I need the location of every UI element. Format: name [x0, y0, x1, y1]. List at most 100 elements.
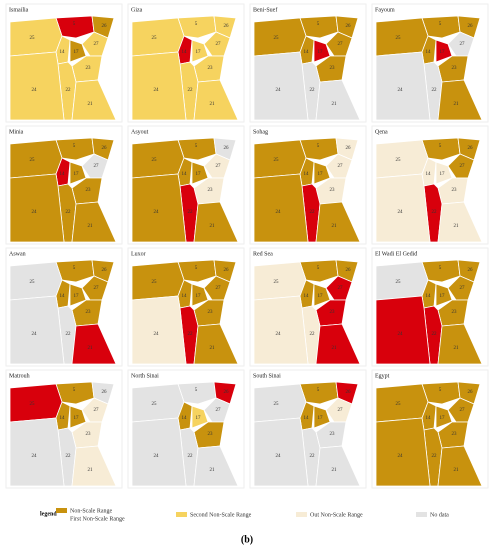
region: [253, 139, 307, 179]
map-panel: 5 26 27 25 14 17 23 22 24 21 Matrouh: [5, 369, 123, 489]
region: [71, 445, 117, 487]
region-label: 14: [60, 50, 66, 55]
panel-title: South Sinai: [253, 373, 281, 379]
region-label: 24: [154, 332, 160, 337]
region-label: 23: [208, 188, 214, 193]
region-label: 22: [432, 332, 438, 337]
region-label: 21: [332, 102, 338, 107]
region-label: 25: [274, 158, 280, 163]
region-label: 27: [94, 408, 100, 413]
region: [375, 51, 431, 121]
region: [253, 51, 309, 121]
region-label: 25: [30, 402, 36, 407]
region-label: 24: [398, 210, 404, 215]
region-label: 25: [396, 36, 402, 41]
region-label: 17: [318, 416, 324, 421]
region-label: 22: [310, 88, 316, 93]
region-label: 23: [452, 66, 458, 71]
region-label: 25: [396, 280, 402, 285]
panel-title: Fayoum: [375, 7, 395, 13]
region: [71, 201, 117, 243]
region-label: 22: [188, 332, 194, 337]
region-label: 17: [196, 50, 202, 55]
region-label: 5: [195, 266, 198, 271]
region-label: 21: [454, 346, 460, 351]
legend-label: No data: [430, 512, 449, 518]
legend-swatch: [416, 512, 427, 517]
region-label: 21: [210, 468, 216, 473]
region-label: 26: [102, 24, 108, 29]
region-label: 14: [426, 294, 432, 299]
region-label: 23: [86, 66, 92, 71]
region: [9, 295, 65, 365]
region-label: 22: [66, 88, 72, 93]
region: [315, 323, 361, 365]
region-label: 26: [346, 268, 352, 273]
region: [131, 51, 187, 121]
region-label: 14: [304, 416, 310, 421]
panel-title: El Wadi El Gedid: [375, 251, 417, 257]
region-label: 17: [74, 50, 80, 55]
map-panel: 5 26 27 25 14 17 23 22 24 21 Luxor: [127, 247, 245, 367]
region-label: 22: [310, 454, 316, 459]
region-label: 21: [454, 224, 460, 229]
map-panel: 5 26 27 25 14 17 23 22 24 21 Fayoum: [371, 3, 489, 123]
region-label: 26: [468, 268, 474, 273]
region-label: 23: [86, 432, 92, 437]
region-label: 5: [73, 22, 76, 27]
region-label: 17: [440, 294, 446, 299]
region-label: 22: [432, 454, 438, 459]
region: [437, 79, 483, 121]
region-label: 24: [276, 210, 282, 215]
map-panel: 5 26 27 25 14 17 23 22 24 21 Beni-Suef: [249, 3, 367, 123]
region-label: 5: [73, 144, 76, 149]
map-panel: 5 26 27 25 14 17 23 22 24 21 South Sinai: [249, 369, 367, 489]
region-label: 21: [332, 346, 338, 351]
region-label: 21: [210, 346, 216, 351]
region-label: 25: [274, 280, 280, 285]
region-label: 5: [439, 388, 442, 393]
region-label: 27: [460, 164, 466, 169]
region: [315, 201, 361, 243]
region-label: 17: [196, 294, 202, 299]
region: [375, 417, 431, 487]
region-label: 24: [154, 454, 160, 459]
region-label: 27: [216, 164, 222, 169]
region-label: 17: [440, 416, 446, 421]
panel-title: Qena: [375, 129, 388, 135]
region-label: 27: [338, 42, 344, 47]
region-label: 5: [317, 388, 320, 393]
region-label: 21: [88, 346, 94, 351]
region-label: 26: [224, 390, 230, 395]
region-label: 26: [468, 24, 474, 29]
region-label: 21: [88, 224, 94, 229]
region-label: 14: [182, 50, 188, 55]
region-label: 27: [338, 286, 344, 291]
panel-title: Egypt: [375, 373, 390, 379]
region: [193, 445, 239, 487]
panel-title: Beni-Suef: [253, 6, 277, 13]
region-label: 24: [32, 332, 38, 337]
region-label: 27: [94, 42, 100, 47]
region: [193, 323, 239, 365]
region: [71, 79, 117, 121]
region: [375, 139, 429, 179]
region-label: 26: [224, 268, 230, 273]
region-label: 17: [440, 172, 446, 177]
legend-label: First Non-Scale Range: [70, 516, 125, 522]
region-label: 22: [188, 88, 194, 93]
region-label: 14: [304, 172, 310, 177]
region-label: 27: [94, 164, 100, 169]
region-label: 14: [426, 50, 432, 55]
panel-title: Giza: [131, 7, 143, 13]
region: [375, 383, 429, 423]
region-label: 17: [318, 172, 324, 177]
region-label: 24: [398, 332, 404, 337]
region: [9, 139, 63, 179]
region-label: 24: [32, 88, 38, 93]
region-label: 26: [346, 390, 352, 395]
region: [9, 417, 65, 487]
region: [375, 261, 429, 301]
region-label: 21: [454, 102, 460, 107]
